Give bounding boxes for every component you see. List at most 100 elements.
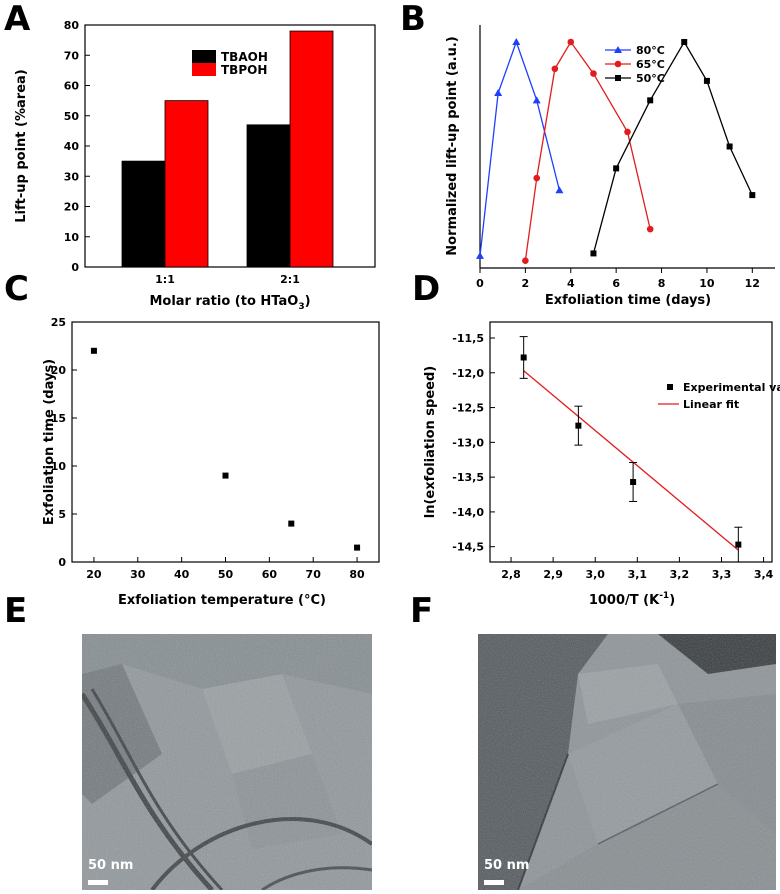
legend-swatch-tbaoh <box>192 50 216 63</box>
chart-c-ylabel: Exfoliation time (days) <box>42 359 57 525</box>
data-point <box>354 544 361 551</box>
panel-label-a: A <box>4 0 31 39</box>
point-circle <box>624 128 631 136</box>
chart-c-ytick-label: 20 <box>51 364 67 377</box>
tem-image-e <box>82 634 372 890</box>
panel-label-c: C <box>4 269 29 309</box>
data-point <box>575 422 582 429</box>
tem-image-f <box>478 634 776 890</box>
chart-d-frame <box>489 321 773 563</box>
chart-b-xtick-label: 0 <box>476 277 484 290</box>
bar-tbaoh-2 <box>246 124 291 268</box>
chart-c-ytick-label: 5 <box>58 508 66 521</box>
point-square <box>613 165 620 172</box>
tem-texture-f <box>478 634 776 890</box>
chart-c-ytick-label: 10 <box>51 460 67 473</box>
panel-label-b: B <box>400 0 426 39</box>
chart-d-xtick-label: 3,4 <box>754 568 774 581</box>
bar-tbpoh-1 <box>164 100 209 268</box>
chart-a-ytick-label: 40 <box>64 140 80 153</box>
point-square <box>703 77 710 84</box>
chart-d-ytick-label: -13,5 <box>452 471 484 484</box>
point-square <box>647 97 654 104</box>
chart-c-xtick-label: 80 <box>349 568 365 581</box>
chart-d-ytick-label: -12,0 <box>452 367 484 380</box>
chart-a-xtick-label: 2:1 <box>280 273 300 286</box>
point-circle <box>590 70 597 77</box>
chart-d-ytick-label: -11,5 <box>452 332 484 345</box>
legend-marker-square <box>615 75 621 81</box>
point-circle <box>646 225 654 233</box>
chart-a-ytick-label: 80 <box>64 19 80 32</box>
chart-c-xtick-label: 20 <box>86 568 102 581</box>
chart-c-xtick-label: 70 <box>306 568 322 581</box>
point-triangle <box>532 96 541 104</box>
chart-b-xtick-label: 10 <box>699 277 715 290</box>
panel-label-f: F <box>410 591 434 631</box>
chart-b-xtick-label: 12 <box>745 277 760 290</box>
data-point <box>520 354 527 361</box>
tem-texture-e <box>82 634 372 890</box>
point-circle <box>533 174 541 182</box>
legend-label-tbaoh: TBAOH <box>221 50 268 64</box>
chart-a-ytick-label: 10 <box>64 231 80 244</box>
point-triangle <box>476 251 484 259</box>
point-triangle <box>555 186 564 194</box>
chart-d-arrhenius: 2,8 2,9 3,0 3,1 3,2 3,3 3,4 -11,5 -12,0 -12,5 -13,… <box>423 321 780 608</box>
bar-tbaoh-1 <box>121 160 166 268</box>
chart-d-xlabel: 1000/T (K-1) <box>589 591 675 608</box>
panel-label-e: E <box>4 591 28 631</box>
chart-a-ytick-label: 70 <box>64 49 80 62</box>
chart-a-ytick-label: 30 <box>64 170 80 183</box>
point-square <box>590 250 597 257</box>
data-point <box>630 479 637 485</box>
data-point <box>222 472 229 479</box>
chart-d-ytick-label: -12,5 <box>452 402 484 415</box>
point-circle <box>551 65 559 73</box>
chart-b-xtick-label: 4 <box>567 277 575 290</box>
legend-marker-experimental <box>667 384 673 390</box>
series-line-circle <box>524 40 651 261</box>
data-point <box>90 347 97 354</box>
chart-a-xtick-label: 1:1 <box>155 273 175 286</box>
scalebar-f <box>484 880 504 885</box>
point-triangle <box>512 38 521 46</box>
point-circle <box>567 38 575 46</box>
chart-c-ytick-label: 25 <box>51 316 66 329</box>
point-square <box>681 39 688 46</box>
legend-label-fit: Linear fit <box>683 398 739 411</box>
data-point <box>735 541 742 548</box>
chart-b-line: 0 2 4 6 8 10 12 80°C65°C50°C Exfoliation time … <box>445 25 775 308</box>
linear-fit-line <box>523 370 739 551</box>
legend-label-experimental: Experimental values <box>683 381 780 394</box>
chart-a-ylabel: Lift-up point (%area) <box>14 69 29 222</box>
chart-c-scatter: 20 30 40 50 60 70 80 0 5 10 15 20 25 Exfoliation tem… <box>42 316 380 608</box>
scalebar-label-e: 50 nm <box>88 858 134 873</box>
chart-a-ytick-label: 20 <box>64 201 80 214</box>
chart-b-xtick-label: 8 <box>658 277 666 290</box>
chart-c-ytick-label: 15 <box>51 412 66 425</box>
scalebar-label-f: 50 nm <box>484 858 530 873</box>
scalebar-e <box>88 880 108 885</box>
legend-swatch-tbpoh <box>192 63 216 76</box>
chart-d-xtick-label: 2,9 <box>543 568 563 581</box>
point-square <box>726 143 733 150</box>
chart-c-xtick-label: 50 <box>218 568 234 581</box>
chart-d-ytick-label: -14,5 <box>452 541 484 554</box>
chart-d-ytick-label: -14,0 <box>452 506 484 519</box>
point-circle <box>522 257 529 265</box>
legend-label-circle: 65°C <box>636 58 665 71</box>
panel-label-d: D <box>412 269 441 309</box>
chart-b-xtick-label: 2 <box>522 277 530 290</box>
chart-c-xtick-label: 30 <box>130 568 146 581</box>
chart-a-ytick-label: 0 <box>71 261 79 274</box>
legend-label-triangle: 80°C <box>636 44 665 57</box>
chart-c-ytick-label: 0 <box>58 556 66 569</box>
chart-a-ytick-label: 60 <box>64 80 80 93</box>
chart-d-ylabel: ln(exfoliation speed) <box>423 366 438 518</box>
data-point <box>288 520 295 527</box>
chart-b-xlabel: Exfoliation time (days) <box>545 293 711 308</box>
legend-marker-circle <box>614 60 622 68</box>
chart-c-xlabel: Exfoliation temperature (°C) <box>118 593 326 608</box>
chart-d-xtick-label: 2,8 <box>501 568 521 581</box>
